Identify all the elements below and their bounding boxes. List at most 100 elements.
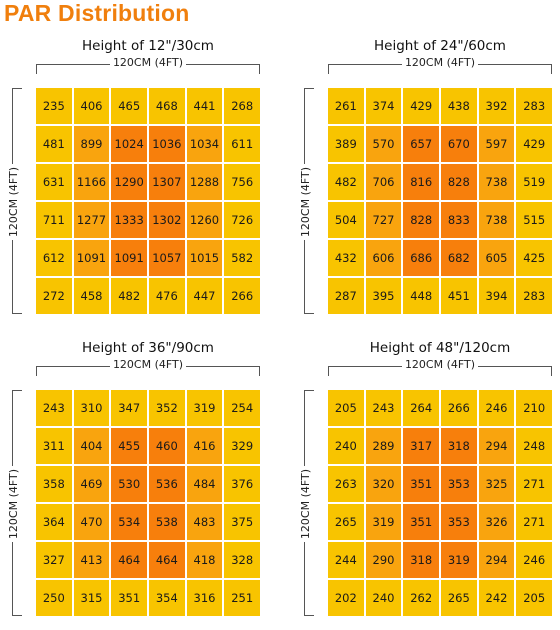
chart-title: Height of 36"/90cm: [82, 340, 214, 356]
par-cell: 328: [224, 542, 260, 578]
par-cell: 1024: [111, 126, 147, 162]
par-cell: 597: [478, 126, 515, 162]
par-cell: 294: [478, 428, 515, 464]
par-cell: 406: [73, 88, 110, 124]
par-cell: 243: [36, 390, 72, 426]
par-cell: 756: [224, 164, 260, 200]
par-cell: 711: [36, 202, 72, 238]
par-cell: 899: [73, 126, 110, 162]
par-cell: 329: [224, 428, 260, 464]
y-axis-label: 120CM (4FT): [299, 465, 312, 543]
par-cell: 248: [516, 428, 552, 464]
par-cell: 246: [516, 542, 552, 578]
par-cell: 246: [478, 390, 515, 426]
par-cell: 320: [365, 466, 402, 502]
par-cell: 210: [516, 390, 552, 426]
par-cell: 482: [328, 164, 364, 200]
par-cell: 432: [328, 240, 364, 276]
par-cell: 833: [441, 202, 477, 238]
par-cell: 319: [441, 542, 477, 578]
par-cell: 464: [111, 542, 147, 578]
par-cell: 263: [328, 466, 364, 502]
par-cell: 738: [478, 202, 515, 238]
par-cell: 438: [441, 88, 477, 124]
par-cell: 469: [73, 466, 110, 502]
par-cell: 1166: [73, 164, 110, 200]
par-cell: 828: [441, 164, 477, 200]
par-cell: 394: [478, 278, 515, 314]
par-cell: 352: [149, 390, 185, 426]
par-cell: 682: [441, 240, 477, 276]
par-cell: 416: [186, 428, 223, 464]
par-cell: 266: [441, 390, 477, 426]
par-cell: 1260: [186, 202, 223, 238]
par-cell: 318: [403, 542, 439, 578]
y-axis-label: 120CM (4FT): [299, 163, 312, 241]
par-cell: 395: [365, 278, 402, 314]
par-cell: 353: [441, 504, 477, 540]
par-cell: 327: [36, 542, 72, 578]
par-cell: 530: [111, 466, 147, 502]
par-cell: 319: [186, 390, 223, 426]
par-cell: 1036: [149, 126, 185, 162]
par-cell: 240: [365, 580, 402, 616]
par-cell: 706: [365, 164, 402, 200]
par-cell: 465: [111, 88, 147, 124]
par-cell: 310: [73, 390, 110, 426]
par-cell: 536: [149, 466, 185, 502]
x-axis-label: 120CM (4FT): [109, 358, 187, 371]
par-cell: 251: [224, 580, 260, 616]
par-grid: 261 374 429 438 392 283 389 570 657 670 597 429 482 7…: [328, 88, 552, 314]
par-cell: 272: [36, 278, 72, 314]
par-cell: 534: [111, 504, 147, 540]
y-axis-label: 120CM (4FT): [7, 163, 20, 241]
par-cell: 243: [365, 390, 402, 426]
par-cell: 1057: [149, 240, 185, 276]
par-cell: 315: [73, 580, 110, 616]
par-cell: 631: [36, 164, 72, 200]
par-cell: 1034: [186, 126, 223, 162]
par-cell: 240: [328, 428, 364, 464]
par-cell: 287: [328, 278, 364, 314]
par-cell: 205: [328, 390, 364, 426]
par-cell: 316: [186, 580, 223, 616]
par-cell: 570: [365, 126, 402, 162]
page-title: PAR Distribution: [4, 0, 190, 26]
par-cell: 351: [403, 466, 439, 502]
par-cell: 538: [149, 504, 185, 540]
par-cell: 317: [403, 428, 439, 464]
par-cell: 347: [111, 390, 147, 426]
par-cell: 727: [365, 202, 402, 238]
par-cell: 458: [73, 278, 110, 314]
par-cell: 376: [224, 466, 260, 502]
par-cell: 1290: [111, 164, 147, 200]
par-cell: 828: [403, 202, 439, 238]
par-cell: 484: [186, 466, 223, 502]
par-cell: 358: [36, 466, 72, 502]
par-grid: 243 310 347 352 319 254 311 404 455 460 416 329 358 4…: [36, 390, 260, 616]
par-cell: 354: [149, 580, 185, 616]
par-cell: 504: [328, 202, 364, 238]
par-cell: 582: [224, 240, 260, 276]
par-cell: 464: [149, 542, 185, 578]
par-cell: 816: [403, 164, 439, 200]
x-axis-label: 120CM (4FT): [109, 56, 187, 69]
par-cell: 418: [186, 542, 223, 578]
par-cell: 738: [478, 164, 515, 200]
par-cell: 612: [36, 240, 72, 276]
par-cell: 1277: [73, 202, 110, 238]
par-cell: 294: [478, 542, 515, 578]
par-cell: 605: [478, 240, 515, 276]
par-cell: 264: [403, 390, 439, 426]
par-cell: 254: [224, 390, 260, 426]
heatmap-panel-24in: Height of 24"/60cm 120CM (4FT) 120CM (4F…: [292, 38, 560, 328]
par-cell: 319: [365, 504, 402, 540]
heatmap-panel-36in: Height of 36"/90cm 120CM (4FT) 120CM (4F…: [0, 340, 276, 630]
chart-title: Height of 48"/120cm: [369, 340, 511, 356]
par-cell: 611: [224, 126, 260, 162]
par-cell: 448: [403, 278, 439, 314]
par-cell: 202: [328, 580, 364, 616]
par-cell: 268: [224, 88, 260, 124]
par-cell: 515: [516, 202, 552, 238]
par-cell: 1091: [111, 240, 147, 276]
